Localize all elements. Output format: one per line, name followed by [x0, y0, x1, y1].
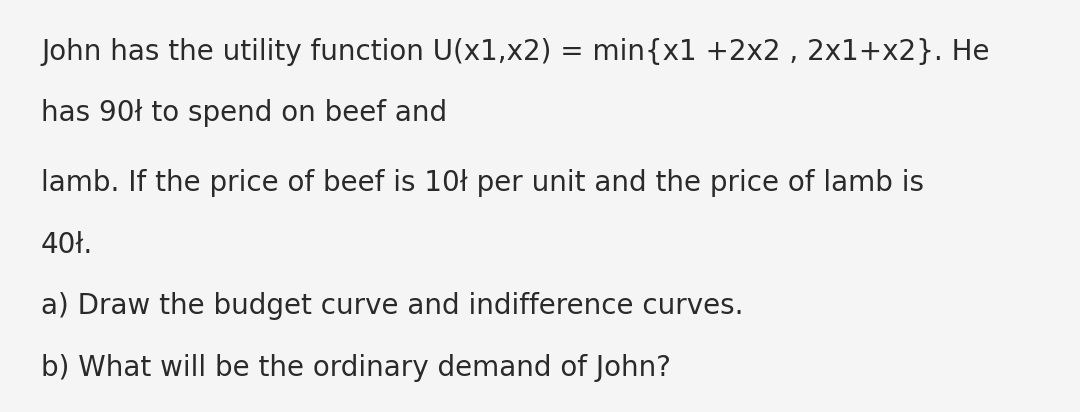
Text: a) Draw the budget curve and indifference curves.: a) Draw the budget curve and indifferenc…	[41, 292, 743, 320]
Text: John has the utility function U(x1,x2) = min{x1 +2x2 , 2x1+x2}. He: John has the utility function U(x1,x2) =…	[41, 37, 989, 66]
Text: b) What will be the ordinary demand of John?: b) What will be the ordinary demand of J…	[41, 353, 671, 382]
Text: has 90ł to spend on beef and: has 90ł to spend on beef and	[41, 99, 447, 127]
Text: 40ł.: 40ł.	[41, 231, 93, 259]
Text: lamb. If the price of beef is 10ł per unit and the price of lamb is: lamb. If the price of beef is 10ł per un…	[41, 169, 924, 197]
